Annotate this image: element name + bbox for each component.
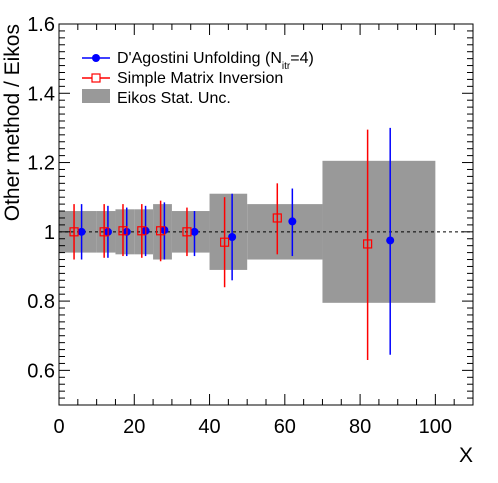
legend-entry-dagostini: D'Agostini Unfolding (Nitr=4) — [82, 50, 314, 72]
y-tick-label: 1.2 — [27, 153, 55, 175]
y-tick-label: 0.6 — [27, 360, 55, 382]
point-0-8 — [386, 236, 395, 245]
x-tick-label: 0 — [53, 416, 64, 438]
x-axis-ticks: 0 20 40 60 80 100 — [53, 24, 474, 438]
y-axis-ticks: 0.6 0.8 1 1.2 1.4 1.6 — [27, 14, 473, 406]
point-1-1 — [99, 227, 109, 237]
point-0-7 — [288, 217, 297, 226]
legend-label-eikos: Eikos Stat. Unc. — [117, 90, 231, 107]
legend-label-dagostini: D'Agostini Unfolding (Nitr=4) — [117, 50, 314, 72]
legend-entry-matrix-inversion: Simple Matrix Inversion — [82, 70, 283, 87]
point-0-0 — [77, 227, 86, 236]
x-axis-title: X — [459, 444, 473, 467]
point-1-0 — [69, 227, 79, 237]
point-0-5 — [190, 227, 199, 236]
point-1-8 — [363, 239, 373, 249]
x-tick-label: 80 — [349, 416, 371, 438]
y-tick-label: 1.4 — [27, 83, 55, 105]
point-1-7 — [272, 213, 282, 223]
point-1-5 — [182, 227, 192, 237]
series-layer — [69, 127, 395, 360]
point-1-2 — [118, 226, 128, 236]
legend-label-matrix-inversion: Simple Matrix Inversion — [117, 70, 283, 87]
legend-marker-square — [91, 73, 101, 83]
point-1-4 — [156, 226, 166, 236]
series-1 — [69, 129, 373, 360]
y-axis-title: Other method / Eikos — [1, 24, 24, 221]
x-tick-label: 20 — [123, 416, 145, 438]
point-0-6 — [228, 233, 237, 242]
point-1-3 — [137, 226, 147, 236]
x-tick-label: 40 — [198, 416, 220, 438]
legend-entry-eikos: Eikos Stat. Unc. — [82, 89, 231, 107]
legend-marker-circle — [92, 54, 100, 62]
y-tick-label: 0.8 — [27, 291, 55, 313]
series-0 — [77, 127, 395, 355]
legend: D'Agostini Unfolding (Nitr=4) Simple Mat… — [82, 50, 314, 107]
y-tick-label: 1.6 — [27, 14, 55, 36]
x-tick-label: 60 — [274, 416, 296, 438]
point-1-6 — [220, 237, 230, 247]
legend-swatch-band — [82, 89, 110, 103]
x-tick-label: 100 — [419, 416, 452, 438]
y-tick-label: 1 — [44, 222, 55, 244]
